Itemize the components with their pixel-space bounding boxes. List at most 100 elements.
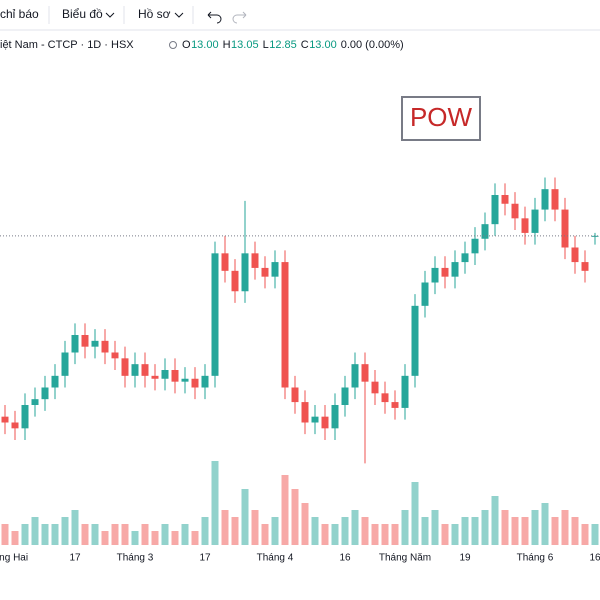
candle-body: [461, 253, 469, 263]
x-tick-label: Tháng Năm: [379, 553, 431, 564]
candle-body: [51, 375, 59, 388]
volume-bar: [341, 517, 349, 545]
volume-bar: [481, 510, 489, 545]
candle-body: [311, 416, 319, 423]
volume-bar: [531, 510, 539, 545]
volume-bar: [181, 524, 189, 545]
volume-bar: [191, 531, 199, 545]
candle-body: [391, 402, 399, 408]
volume-bar: [561, 510, 569, 545]
toolbar-chart[interactable]: Biểu đồ: [62, 7, 103, 21]
candle-body: [251, 253, 259, 268]
volume-bar: [451, 524, 459, 545]
candle-body: [521, 218, 529, 233]
candle-body: [411, 305, 419, 376]
toolbar-indicators[interactable]: chỉ báo: [0, 7, 39, 21]
volume-bar: [271, 517, 279, 545]
x-tick-label: 17: [199, 553, 211, 564]
volume-bar: [391, 524, 399, 545]
candle-body: [231, 270, 239, 292]
x-tick-label: 19: [459, 553, 471, 564]
ohlc-item: 0.00 (0.00%): [341, 39, 404, 51]
redo[interactable]: [232, 11, 247, 24]
chevron: [174, 12, 184, 18]
volume-bar: [141, 524, 149, 545]
candle-body: [241, 253, 249, 292]
volume-bar: [201, 517, 209, 545]
candle-body: [71, 335, 79, 353]
volume-bar: [281, 475, 289, 545]
candle-body: [141, 364, 149, 376]
ohlc-item: H: [223, 39, 231, 51]
ohlc-item: 12.85: [269, 39, 297, 51]
candle-body: [281, 262, 289, 388]
candle-body: [431, 267, 439, 283]
x-tick-label: Tháng 6: [517, 553, 554, 564]
toolbar: [0, 0, 600, 30]
candle-body: [81, 335, 89, 347]
candle-body: [101, 340, 109, 353]
volume-bar: [521, 517, 529, 545]
candle-body: [581, 262, 589, 271]
volume-bar: [361, 517, 369, 545]
volume-bar: [231, 517, 239, 545]
volume-bar: [151, 531, 159, 545]
ohlc-item: 13.00: [309, 39, 337, 51]
volume-bar: [71, 510, 79, 545]
volume-bar: [471, 517, 479, 545]
candle-body: [561, 209, 569, 248]
candle-body: [261, 267, 269, 277]
volume-bar: [501, 510, 509, 545]
volume-bar: [461, 517, 469, 545]
candle-body: [451, 262, 459, 277]
candle-body: [351, 364, 359, 388]
volume-bar: [171, 531, 179, 545]
candle-body: [341, 387, 349, 405]
candle-body: [371, 381, 379, 394]
volume-bar: [381, 524, 389, 545]
candle-body: [481, 224, 489, 239]
candle-body: [201, 375, 209, 388]
candle-body: [31, 399, 39, 405]
candle-body: [11, 422, 19, 429]
volume-bar: [411, 482, 419, 545]
candle-body: [131, 364, 139, 376]
candle-body: [301, 402, 309, 423]
volume-bar: [81, 524, 89, 545]
chevron: [105, 12, 115, 18]
volume-bar: [241, 489, 249, 545]
x-tick-label: 16: [339, 553, 351, 564]
volume-bar: [591, 524, 599, 545]
candle-body: [441, 267, 449, 277]
candle-body: [571, 247, 579, 263]
volume-bar: [351, 510, 359, 545]
volume-bar: [1, 524, 9, 545]
candle-body: [271, 262, 279, 277]
volume-bar: [401, 510, 409, 545]
candle-body: [161, 370, 169, 379]
candle-body: [491, 195, 499, 225]
ohlc-item: L: [263, 39, 269, 51]
volume-bar: [581, 524, 589, 545]
volume-bar: [51, 524, 59, 545]
ohlc-item: C: [301, 39, 309, 51]
candle-body: [41, 387, 49, 400]
plot: [0, 177, 600, 545]
volume-bar: [571, 517, 579, 545]
candle-body: [361, 364, 369, 382]
toolbar-profile[interactable]: Hồ sơ: [138, 7, 171, 21]
candle-body: [551, 189, 559, 210]
symbol: iệt Nam - CTCP · 1D · HSX: [0, 39, 134, 51]
candle-body: [121, 358, 129, 376]
volume-bar: [11, 531, 19, 545]
volume-bar: [131, 531, 139, 545]
volume-bar: [31, 517, 39, 545]
volume-bar: [551, 517, 559, 545]
volume-bar: [161, 524, 169, 545]
undo[interactable]: [207, 11, 222, 24]
ohlc-item: 13.00: [191, 39, 219, 51]
candle-body: [151, 375, 159, 379]
volume-bar: [121, 524, 129, 545]
candle-body: [321, 416, 329, 429]
